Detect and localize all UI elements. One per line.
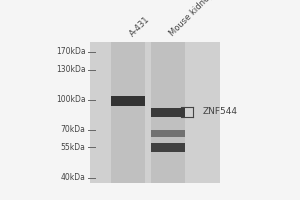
Text: 55kDa: 55kDa [61, 142, 85, 152]
Bar [111, 96, 145, 106]
Text: 170kDa: 170kDa [56, 47, 85, 56]
Bar [151, 108, 185, 117]
Bar [111, 42, 145, 183]
Bar [151, 130, 185, 137]
Bar [90, 42, 220, 183]
Text: 100kDa: 100kDa [56, 96, 85, 104]
Text: Mouse kidney: Mouse kidney [168, 0, 216, 38]
Bar [151, 143, 185, 152]
Text: A-431: A-431 [128, 14, 152, 38]
Bar [151, 42, 185, 183]
Text: 130kDa: 130kDa [56, 66, 85, 74]
Text: ZNF544: ZNF544 [203, 108, 238, 116]
Text: 40kDa: 40kDa [61, 174, 85, 182]
Text: 70kDa: 70kDa [61, 126, 85, 134]
